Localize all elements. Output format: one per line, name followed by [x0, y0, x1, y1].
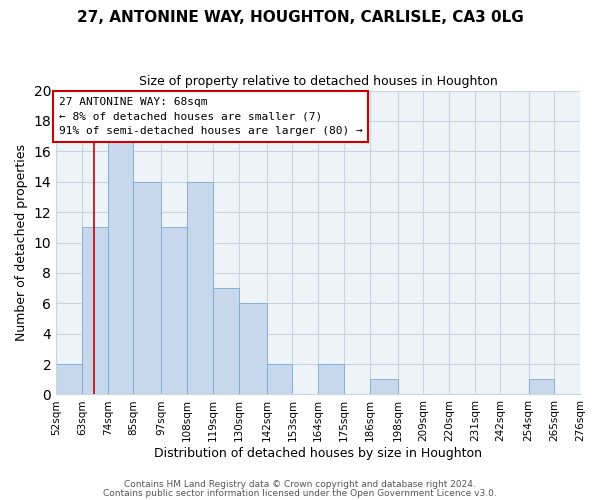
Bar — [56, 364, 82, 394]
Bar — [82, 228, 107, 394]
Bar — [580, 380, 600, 394]
Title: Size of property relative to detached houses in Houghton: Size of property relative to detached ho… — [139, 75, 497, 88]
Text: Contains HM Land Registry data © Crown copyright and database right 2024.: Contains HM Land Registry data © Crown c… — [124, 480, 476, 489]
Bar — [370, 380, 398, 394]
Text: Contains public sector information licensed under the Open Government Licence v3: Contains public sector information licen… — [103, 489, 497, 498]
Bar — [239, 304, 266, 394]
Bar — [133, 182, 161, 394]
Bar — [266, 364, 292, 394]
Bar — [529, 380, 554, 394]
Bar — [213, 288, 239, 395]
X-axis label: Distribution of detached houses by size in Houghton: Distribution of detached houses by size … — [154, 447, 482, 460]
Bar — [107, 136, 133, 394]
Text: 27, ANTONINE WAY, HOUGHTON, CARLISLE, CA3 0LG: 27, ANTONINE WAY, HOUGHTON, CARLISLE, CA… — [77, 10, 523, 25]
Bar — [318, 364, 344, 394]
Text: 27 ANTONINE WAY: 68sqm
← 8% of detached houses are smaller (7)
91% of semi-detac: 27 ANTONINE WAY: 68sqm ← 8% of detached … — [59, 96, 362, 136]
Bar — [187, 182, 213, 394]
Bar — [161, 228, 187, 394]
Y-axis label: Number of detached properties: Number of detached properties — [15, 144, 28, 341]
